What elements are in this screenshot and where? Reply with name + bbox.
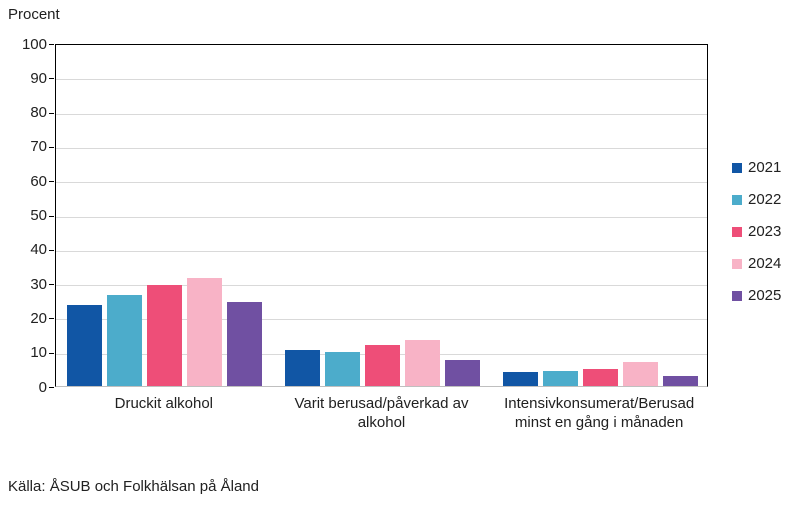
bar-group bbox=[491, 362, 709, 386]
bar-2021 bbox=[67, 305, 103, 386]
category-label: Druckit alkohol bbox=[114, 395, 214, 412]
gridline bbox=[56, 250, 707, 252]
y-tick-mark bbox=[49, 78, 54, 80]
bar-group bbox=[274, 339, 492, 386]
bar-2024 bbox=[187, 277, 223, 386]
legend-label: 2021 bbox=[748, 159, 782, 176]
legend-item-2021: 2021 bbox=[732, 158, 781, 177]
bar-2023 bbox=[582, 368, 618, 386]
y-tick-label: 80 bbox=[30, 104, 47, 122]
y-tick-label: 40 bbox=[30, 241, 47, 259]
bar-2025 bbox=[444, 360, 480, 386]
category-label: Varit berusad/​påverkad av alkohol bbox=[294, 395, 469, 431]
legend-item-2022: 2022 bbox=[732, 190, 781, 209]
y-tick-mark bbox=[49, 146, 54, 148]
y-tick-mark bbox=[49, 215, 54, 217]
bar-2022 bbox=[107, 295, 143, 386]
gridline bbox=[56, 285, 707, 287]
y-tick-label: 90 bbox=[30, 69, 47, 87]
gridline bbox=[56, 216, 707, 218]
y-tick-mark bbox=[49, 249, 54, 251]
legend-label: 2023 bbox=[748, 223, 782, 240]
gridline bbox=[56, 319, 707, 321]
legend-swatch-icon bbox=[732, 258, 742, 269]
bar-2021 bbox=[284, 350, 320, 386]
plot-area bbox=[55, 44, 708, 387]
bar-2021 bbox=[502, 372, 538, 386]
bar-2025 bbox=[227, 301, 263, 386]
source-note: Källa: ÅSUB och Folkhälsan på Åland bbox=[8, 478, 259, 495]
y-tick-mark bbox=[49, 318, 54, 320]
bar-2022 bbox=[542, 370, 578, 386]
category-label: Intensivkonsumerat/​Berusad minst en gån… bbox=[504, 395, 695, 431]
y-tick-label: 60 bbox=[30, 172, 47, 190]
gridline bbox=[56, 182, 707, 184]
y-tick-label: 10 bbox=[30, 344, 47, 362]
gridline bbox=[56, 147, 707, 149]
y-tick-label: 100 bbox=[21, 35, 47, 53]
x-axis-labels: Druckit alkohol Varit berusad/​påverkad a… bbox=[55, 394, 708, 454]
gridline bbox=[56, 79, 707, 81]
y-tick-label: 20 bbox=[30, 309, 47, 327]
y-axis-title: Procent bbox=[8, 6, 60, 23]
y-tick-label: 0 bbox=[38, 378, 47, 396]
y-tick-label: 70 bbox=[30, 138, 47, 156]
bar-2024 bbox=[622, 362, 658, 386]
legend-item-2024: 2024 bbox=[732, 254, 781, 273]
bar-group bbox=[56, 277, 274, 386]
gridline bbox=[56, 113, 707, 115]
y-tick-mark bbox=[49, 44, 54, 45]
legend-item-2025: 2025 bbox=[732, 286, 781, 305]
legend-swatch-icon bbox=[732, 290, 742, 301]
legend-swatch-icon bbox=[732, 162, 742, 173]
y-tick-label: 30 bbox=[30, 275, 47, 293]
bar-2023 bbox=[364, 344, 400, 386]
bar-2024 bbox=[404, 339, 440, 386]
legend-label: 2025 bbox=[748, 287, 782, 304]
bar-2025 bbox=[662, 375, 698, 386]
legend-swatch-icon bbox=[732, 194, 742, 205]
y-tick-label: 50 bbox=[30, 207, 47, 224]
legend-swatch-icon bbox=[732, 226, 742, 237]
y-tick-mark bbox=[49, 387, 54, 388]
legend-label: 2024 bbox=[748, 255, 782, 272]
y-tick-mark bbox=[49, 181, 54, 183]
y-tick-mark bbox=[49, 352, 54, 354]
bar-2023 bbox=[147, 284, 183, 386]
bar-2022 bbox=[324, 351, 360, 386]
y-tick-mark bbox=[49, 112, 54, 114]
legend: 2021 2022 2023 2024 2025 bbox=[732, 158, 781, 305]
y-tick-mark bbox=[49, 284, 54, 286]
legend-item-2023: 2023 bbox=[732, 222, 781, 241]
legend-label: 2022 bbox=[748, 191, 782, 208]
